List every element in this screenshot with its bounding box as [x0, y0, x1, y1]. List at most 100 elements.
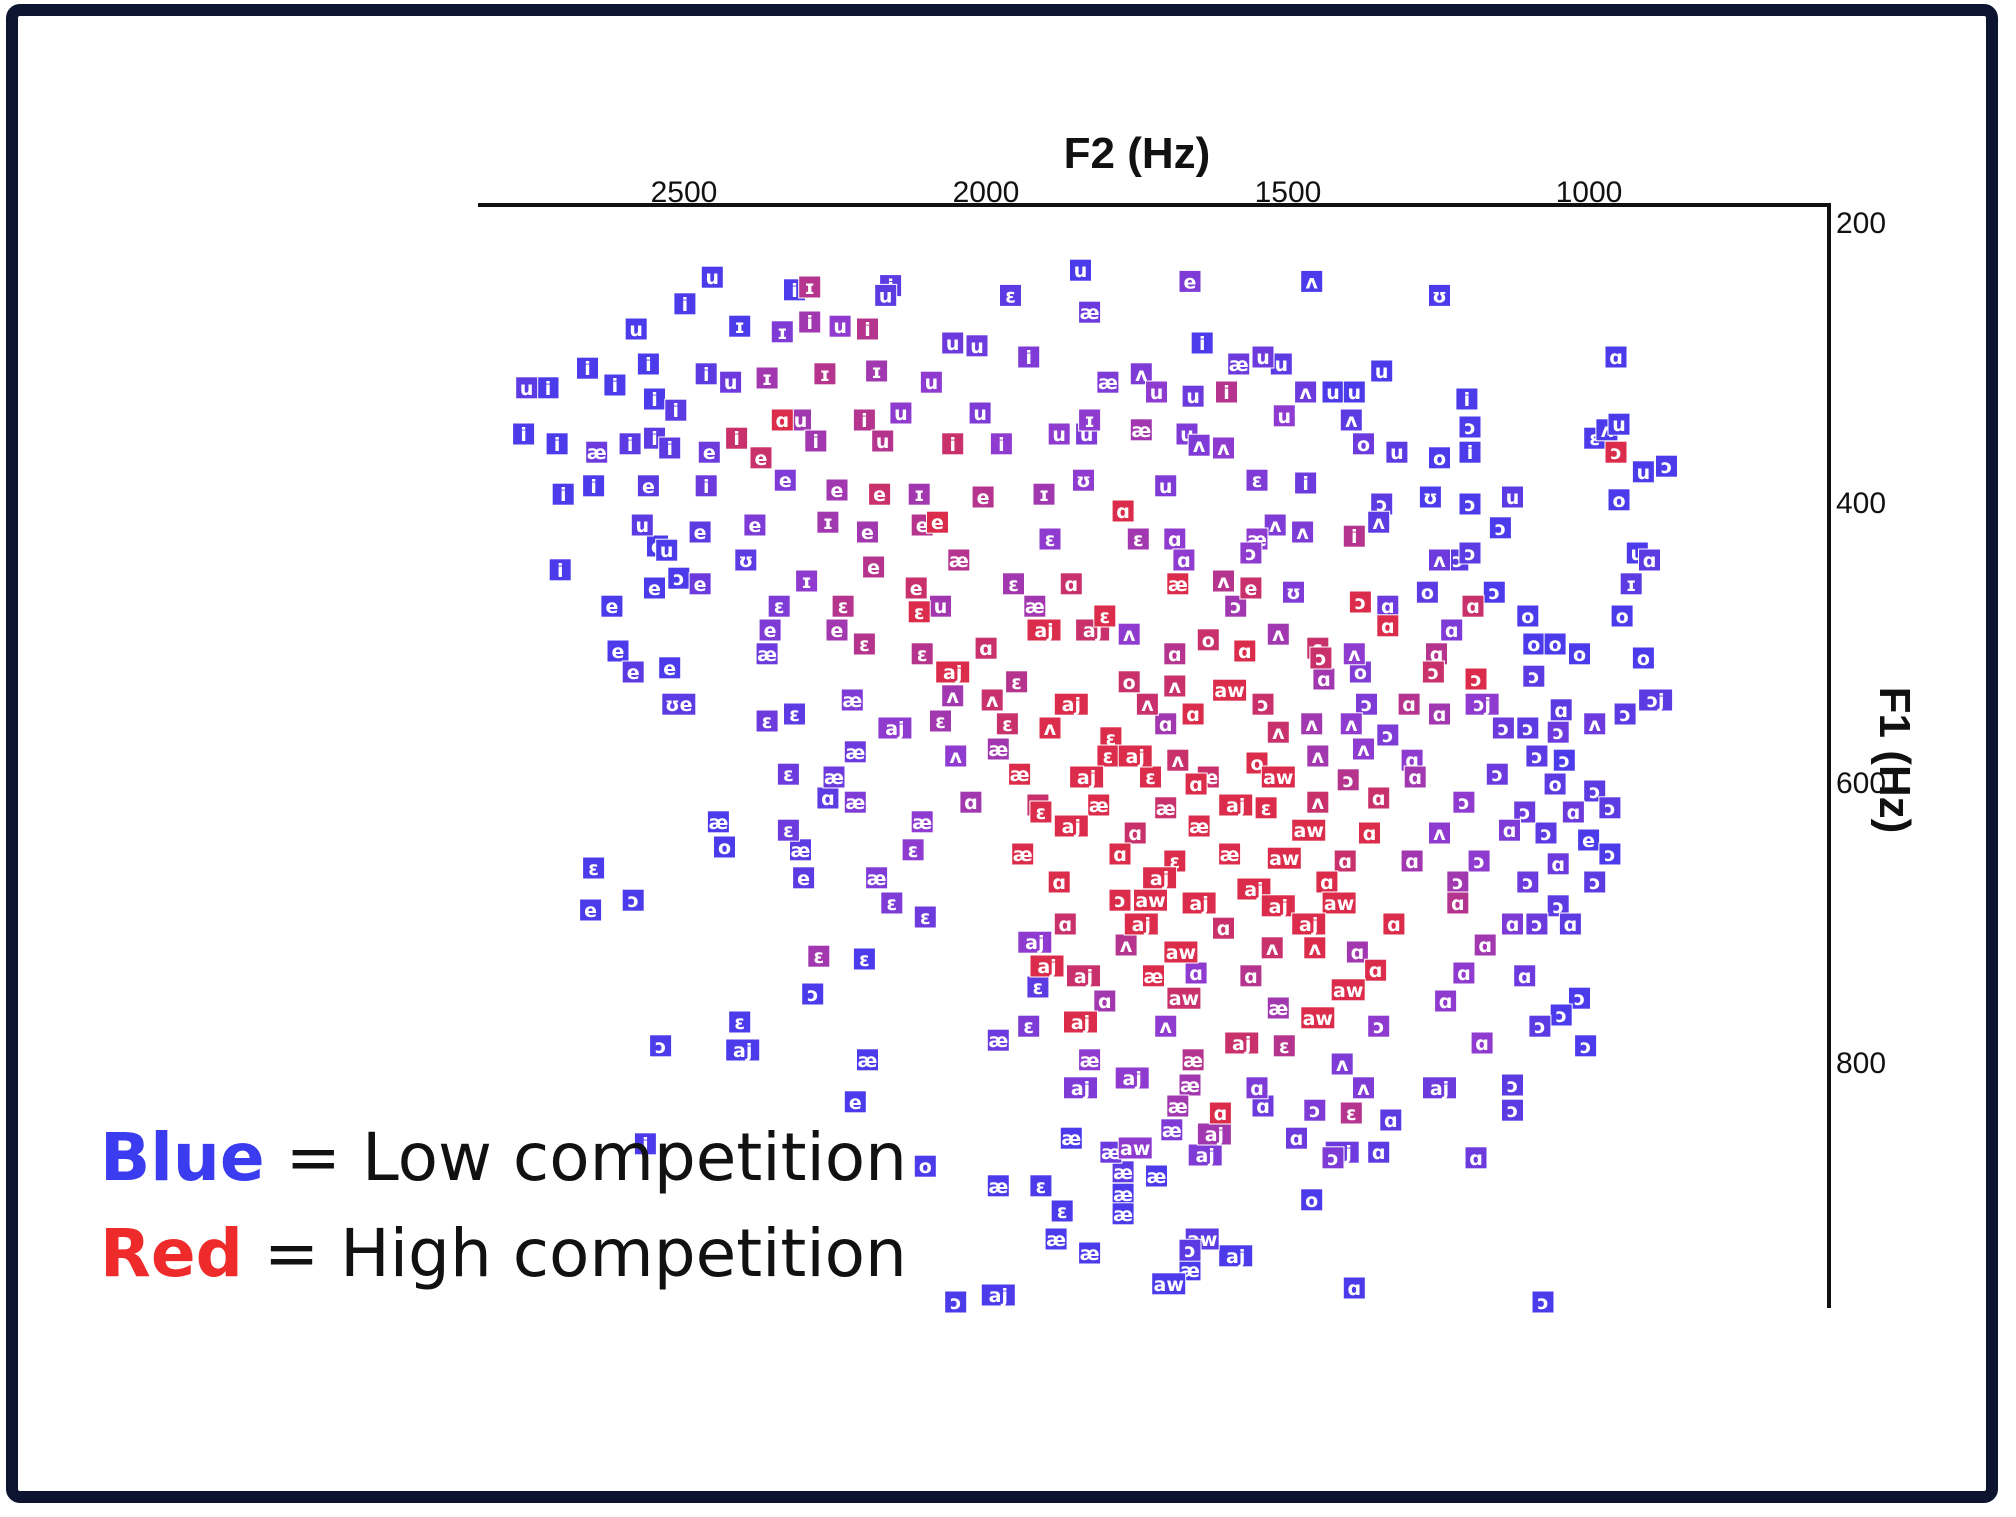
vowel-token-label: æ: [1168, 1096, 1188, 1118]
vowel-token-box: [1181, 1048, 1205, 1072]
vowel-token-label: ɑ: [1643, 550, 1657, 572]
vowel-token-label: ɛ: [1589, 428, 1600, 450]
vowel-token-box: [1135, 692, 1159, 716]
vowel-token-box: [971, 485, 995, 509]
vowel-token-label: e: [764, 620, 777, 642]
vowel-token-box: [1546, 894, 1570, 918]
vowel-token-label: æ: [912, 812, 932, 834]
vowel-token-label: u: [876, 431, 890, 453]
vowel-token-box: [1266, 846, 1302, 870]
vowel-token-box: [1239, 964, 1263, 988]
vowel-token-box: [825, 478, 849, 502]
vowel-token-box: [1607, 488, 1631, 512]
vowel-token-box: [1339, 1101, 1363, 1125]
vowel-token-box: [944, 744, 968, 768]
vowel-token-label: aw: [1135, 890, 1165, 912]
vowel-token-label: ɑ: [1250, 1078, 1264, 1100]
y-tick-label: 200: [1836, 207, 1886, 240]
vowel-token: aj: [1218, 1244, 1254, 1268]
vowel-token: e: [862, 555, 886, 579]
vowel-token-label: i: [612, 375, 619, 397]
vowel-token-label: aj: [1189, 893, 1208, 915]
vowel-token-box: [856, 520, 879, 544]
vowel-token-box: [935, 660, 971, 684]
vowel-token: ɑ: [1093, 989, 1117, 1013]
vowel-token-box: [1117, 670, 1141, 694]
vowel-token-box: [1108, 842, 1132, 866]
x-tick-label: 2500: [651, 176, 718, 209]
vowel-token-box: [1501, 485, 1524, 509]
vowel-token-box: [1367, 1140, 1391, 1164]
vowel-token: ɛ: [999, 283, 1022, 307]
vowel-token-label: ɑ: [1363, 823, 1377, 845]
vowel-token: ɔ: [1534, 821, 1558, 845]
vowel-token: i: [603, 373, 627, 397]
vowel-token-label: i: [682, 294, 689, 316]
vowel-token: ɑ: [1154, 712, 1178, 736]
vowel-token-label: ɔ: [1464, 494, 1475, 516]
vowel-token-label: o: [1616, 606, 1629, 628]
vowel-token-label: o: [919, 1156, 932, 1178]
vowel-token-box: [929, 709, 952, 733]
vowel-token-label: ɑ: [1128, 823, 1142, 845]
vowel-token-label: ɑ: [1564, 914, 1578, 936]
vowel-token-label: ɛ: [1023, 1016, 1034, 1038]
vowel-token: aj: [1017, 930, 1053, 954]
vowel-token: u: [929, 594, 952, 618]
vowel-token: aj: [725, 1038, 761, 1062]
vowel-token: o: [1631, 646, 1655, 670]
vowel-token-box: [1631, 460, 1655, 484]
vowel-token-box: [755, 709, 779, 733]
vowel-token: ʌ: [1117, 622, 1141, 646]
vowel-token-box: [1501, 1073, 1524, 1097]
vowel-token-box: [1291, 912, 1327, 936]
vowel-token-box: [1017, 930, 1053, 954]
vowel-token-box: [1008, 762, 1032, 786]
vowel-token: ɛ: [907, 600, 931, 624]
vowel-token: ɔ: [1321, 1146, 1345, 1170]
vowel-token: o: [713, 835, 736, 859]
vowel-token: ɛ: [1126, 527, 1150, 551]
vowel-token: u: [719, 370, 743, 394]
vowel-token: ʊe: [661, 692, 697, 716]
vowel-token-label: e: [797, 868, 810, 890]
y-tick-label: 600: [1836, 767, 1886, 800]
vowel-token-label: e: [873, 484, 886, 506]
vowel-token-label: ɛ: [935, 711, 946, 733]
vowel-token-box: [1285, 1126, 1308, 1150]
vowel-token: u: [1370, 359, 1394, 383]
vowel-token-label: e: [642, 476, 655, 498]
vowel-token: e: [621, 660, 645, 684]
vowel-token: ʌ: [1342, 642, 1366, 666]
vowel-token: u: [1501, 485, 1524, 509]
vowel-token: ɑ: [1397, 692, 1421, 716]
vowel-token-label: u: [660, 540, 674, 562]
vowel-token: ɔ: [1522, 664, 1546, 688]
vowel-token-label: aw: [1324, 893, 1354, 915]
vowel-token-box: [1291, 818, 1327, 842]
vowel-token: ɑ: [1285, 1126, 1308, 1150]
vowel-token: i: [852, 408, 876, 432]
vowel-token: aj: [1053, 814, 1089, 838]
vowel-token-label: o: [1250, 753, 1263, 775]
vowel-token: ʊ: [1282, 580, 1305, 604]
vowel-token-label: ʌ: [1120, 935, 1133, 957]
vowel-token-box: [1610, 604, 1634, 628]
vowel-token-box: [1303, 1098, 1327, 1122]
vowel-token-box: [856, 1048, 879, 1072]
vowel-token-box: [1655, 454, 1678, 478]
vowel-token: ɑ: [1184, 961, 1208, 985]
vowel-token: e: [773, 468, 797, 492]
vowel-token: æ: [1266, 996, 1290, 1020]
vowel-token-box: [1266, 622, 1290, 646]
vowel-token: ʌ: [1583, 712, 1607, 736]
vowel-token: ɪ: [1032, 482, 1056, 506]
vowel-token-label: ɛ: [783, 764, 794, 786]
vowel-token-box: [1543, 772, 1567, 796]
vowel-token: ɔ: [667, 566, 691, 590]
legend-key-red: Red: [100, 1215, 243, 1292]
vowel-token-label: ɑ: [821, 788, 835, 810]
vowel-token-label: ɑ: [1369, 960, 1383, 982]
vowel-token-box: [1126, 527, 1150, 551]
